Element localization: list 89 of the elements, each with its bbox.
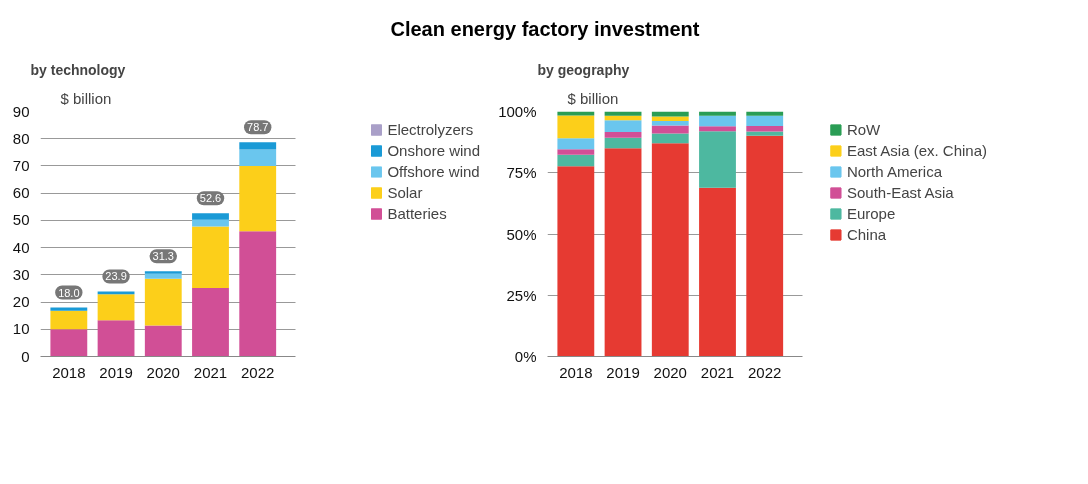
legend-label: Europe [846,205,896,222]
chart-subtitle: by geography [537,61,630,78]
bar [557,166,595,357]
y-axis-title: $ billion [60,89,112,107]
bar [651,116,689,122]
y-tick-label: 0 [21,347,30,365]
bar [239,149,277,166]
bar [699,111,736,116]
bar [746,125,784,132]
bar [746,135,784,357]
legend-label: East Asia (ex. China) [846,142,987,159]
bar [651,133,689,144]
bar [50,307,88,311]
legend-label: Batteries [387,205,447,222]
chart-subtitle: by technology [30,61,126,78]
y-tick-label: 0% [514,348,537,365]
bar [604,148,642,357]
legend-label: South-East Asia [846,184,954,201]
legend-label: Electrolyzers [387,121,474,138]
y-tick-label: 90 [12,102,30,120]
bar [144,271,182,274]
text: Clean energy factory investment [389,17,701,42]
y-tick-label: 30 [12,265,30,283]
bar [557,138,595,150]
bar [699,131,736,188]
y-tick-label: 80 [12,129,30,147]
bar [699,115,736,127]
y-tick-label: 20 [12,293,30,311]
bar [97,320,135,357]
bar [239,231,277,357]
x-tick-label: 2021 [193,363,228,381]
bar [746,115,784,126]
bar [699,126,736,132]
bar [192,226,229,288]
total-label: 23.9 [105,270,127,283]
bar [746,111,784,116]
bar [144,278,182,326]
x-tick-label: 2022 [241,363,275,381]
bar [97,294,135,321]
x-tick-label: 2018 [52,363,86,381]
bar [144,325,182,357]
bar [50,310,88,330]
legend-label: Onshore wind [387,142,480,159]
bar [192,213,229,220]
bar [604,137,642,149]
total-label: 31.3 [152,250,174,263]
legend-label: North America [846,163,942,180]
x-tick-label: 2020 [146,363,180,381]
total-label: 78.7 [247,121,269,134]
total-label: 52.6 [199,192,222,205]
bar [746,131,784,136]
bar [699,187,736,357]
y-tick-label: 50 [12,211,30,229]
x-tick-label: 2022 [748,363,782,381]
y-tick-label: 75% [506,164,537,182]
y-tick-label: 40 [12,238,30,256]
bar [651,125,689,134]
y-tick-label: 10 [12,320,30,338]
bar [192,219,229,227]
bar [144,273,182,279]
y-axis-title: $ billion [567,89,619,107]
bar [50,329,88,357]
bar [557,115,595,139]
legend-label: Offshore wind [387,163,480,180]
y-tick-label: 50% [506,225,537,243]
bar [604,120,642,133]
total-label: 18.0 [58,286,80,299]
y-tick-label: 25% [506,286,537,304]
bar [97,291,135,295]
x-tick-label: 2021 [700,363,735,381]
x-tick-label: 2019 [606,363,640,381]
y-tick-label: 70 [12,156,30,174]
legend-label: Solar [387,184,423,201]
bar [192,287,229,357]
x-tick-label: 2019 [99,363,133,381]
legend-label: China [846,226,887,243]
bar [557,154,595,167]
y-tick-label: 100% [498,103,537,120]
x-tick-label: 2020 [653,363,687,381]
legend-label: RoW [846,121,881,138]
bar [604,111,642,116]
y-tick-label: 60 [12,184,30,202]
x-tick-label: 2018 [559,363,593,381]
bar [239,165,277,232]
bar [557,149,595,155]
bar [651,121,689,126]
bar [651,143,689,357]
bar [604,132,642,138]
bar [239,142,277,150]
